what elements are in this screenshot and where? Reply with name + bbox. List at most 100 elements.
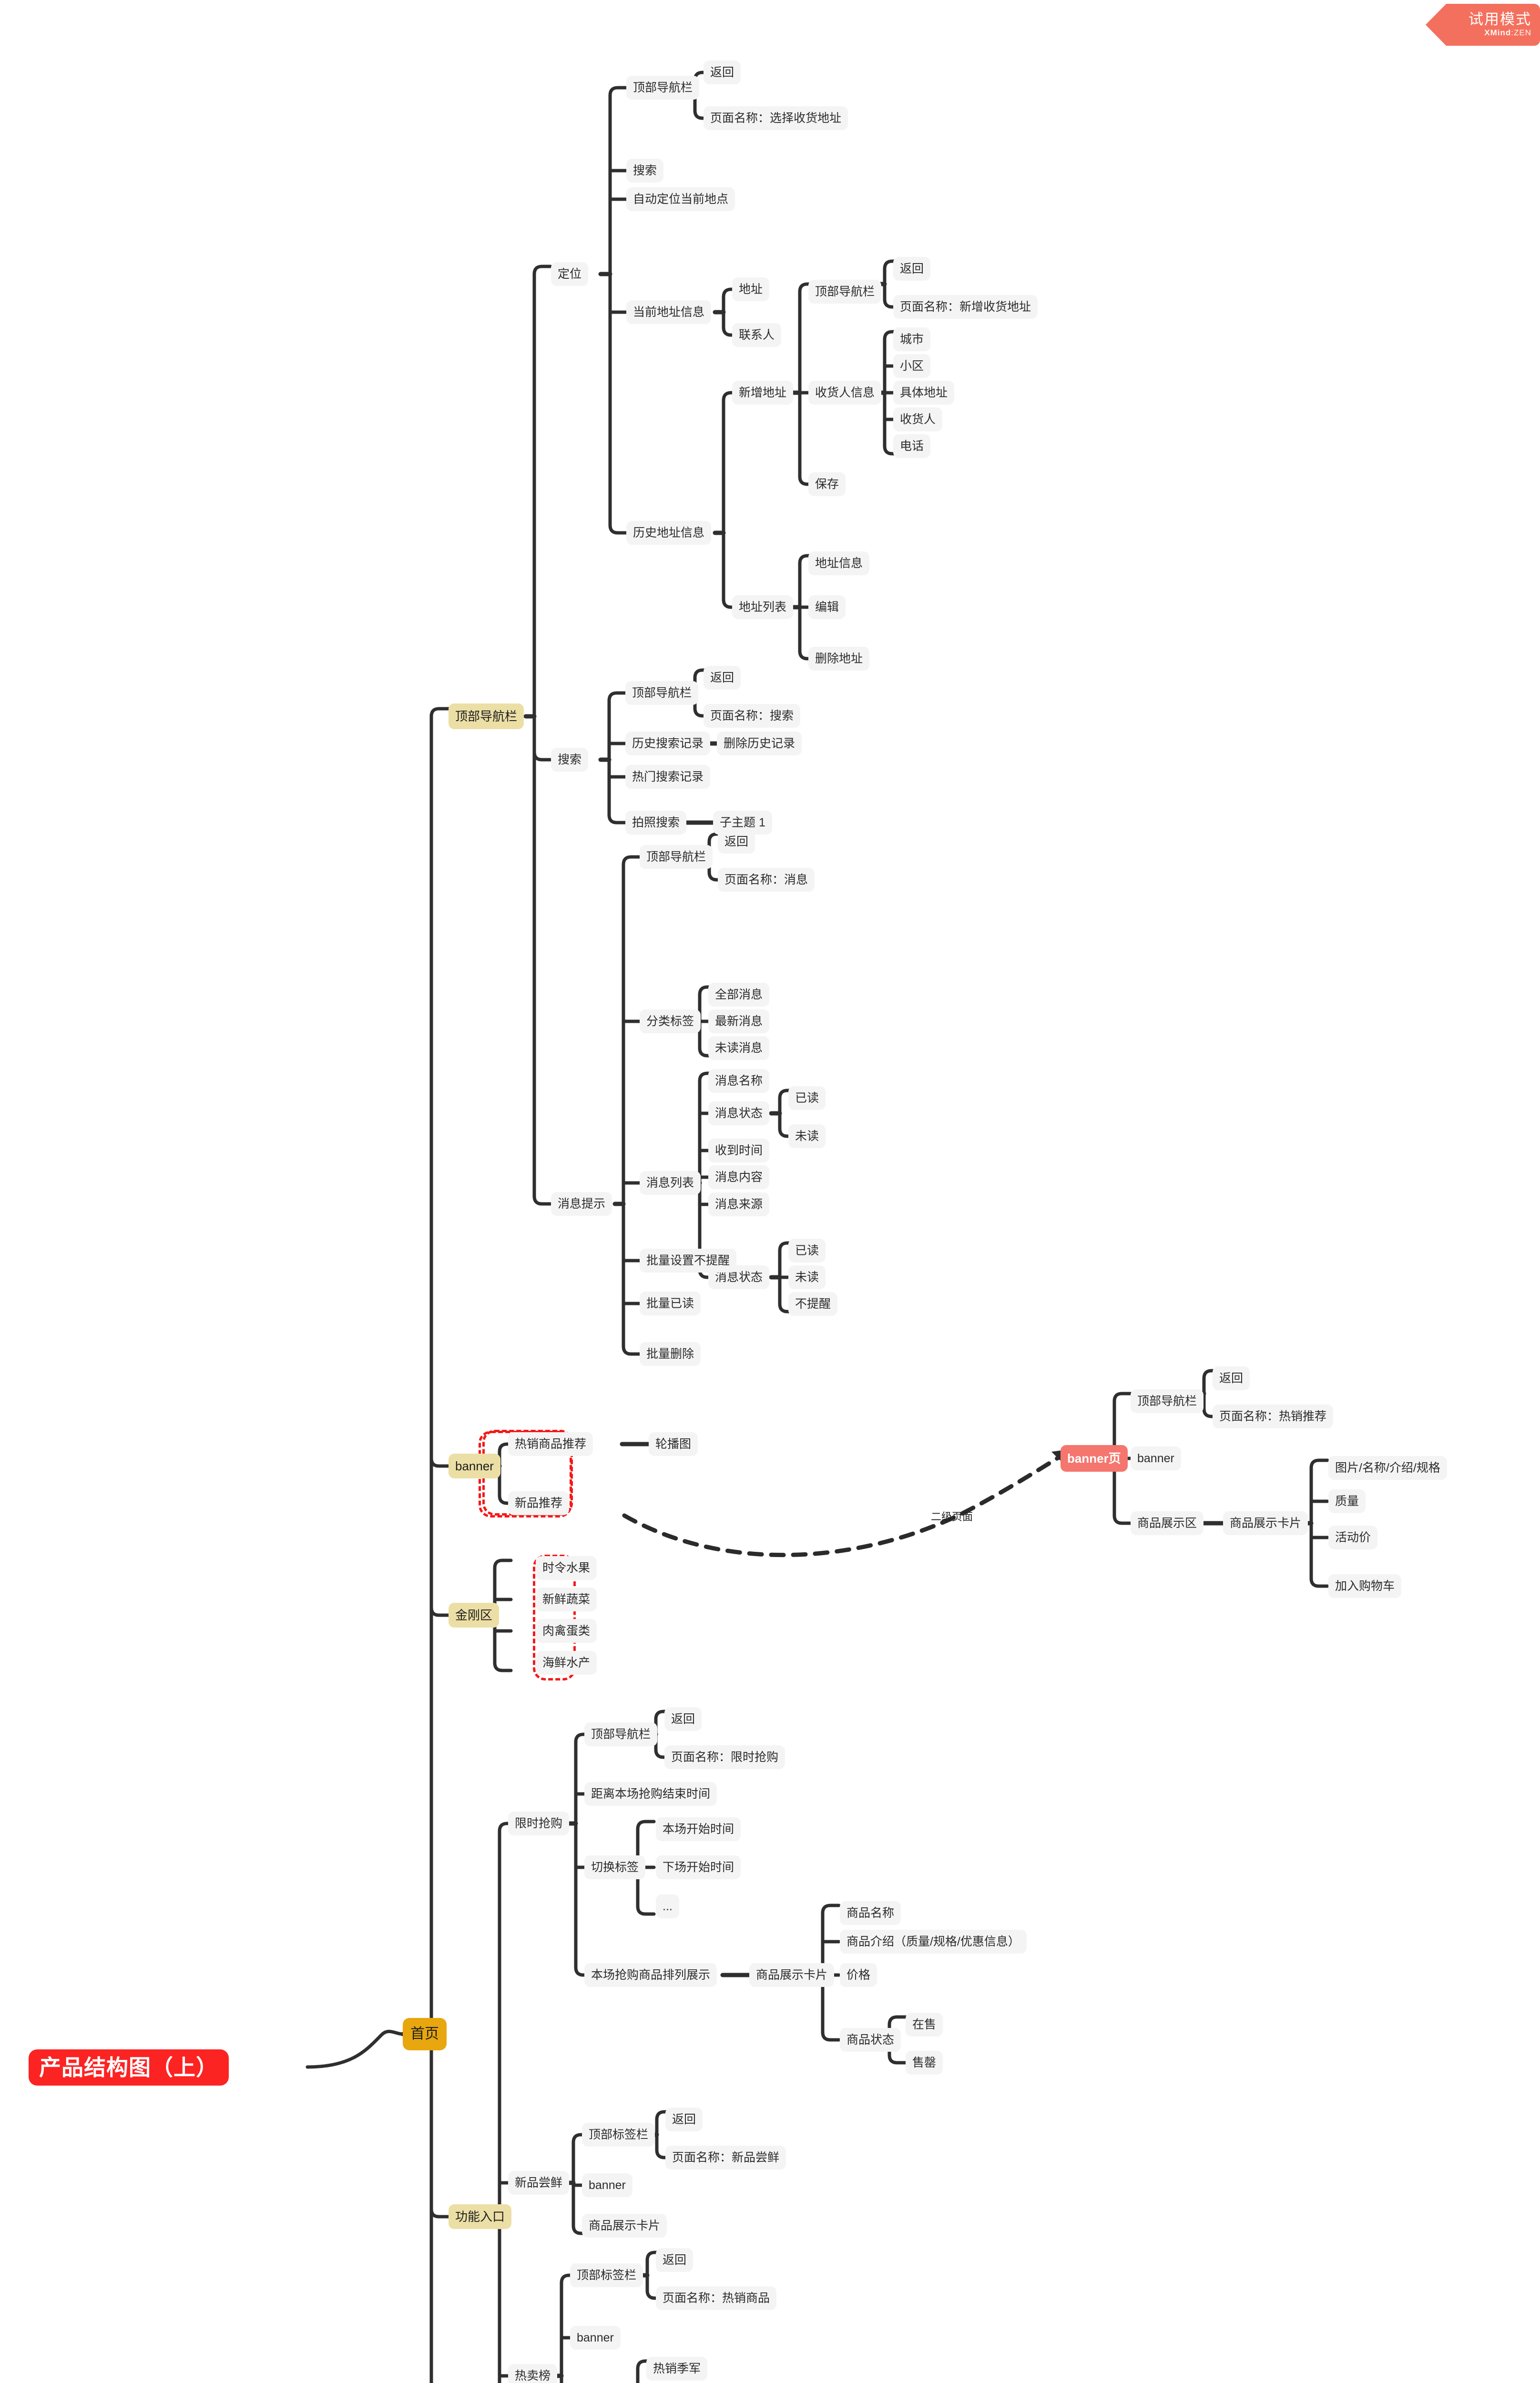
node-flash-goods-card[interactable]: 商品展示卡片 xyxy=(749,1963,835,1987)
node-flash-card-onsale[interactable]: 在售 xyxy=(906,2013,943,2037)
node-message-batch-delete[interactable]: 批量删除 xyxy=(640,1342,701,1366)
node-search-history-delete[interactable]: 删除历史记录 xyxy=(717,732,802,755)
node-nt-nav-back[interactable]: 返回 xyxy=(665,2108,703,2131)
node-flash-card-state[interactable]: 商品状态 xyxy=(840,2028,901,2052)
node-flash-nav-back[interactable]: 返回 xyxy=(664,1707,702,1731)
node-locate-current-contact[interactable]: 联系人 xyxy=(732,323,782,347)
node-add-nav-page[interactable]: 页面名称：新增收货地址 xyxy=(893,295,1038,319)
node-address-list[interactable]: 地址列表 xyxy=(732,595,794,619)
node-message-state-a-unread[interactable]: 未读 xyxy=(788,1124,826,1148)
node-flash-tabs[interactable]: 切换标签 xyxy=(584,1855,646,1879)
node-bp-goods-zone[interactable]: 商品展示区 xyxy=(1131,1511,1204,1535)
node-flash-card-name[interactable]: 商品名称 xyxy=(840,1901,901,1925)
node-flash-tab-more[interactable]: ... xyxy=(656,1894,679,1918)
node-add-nav-back[interactable]: 返回 xyxy=(893,257,931,281)
node-function-entry[interactable]: 功能入口 xyxy=(449,2204,512,2229)
node-flash-card-price[interactable]: 价格 xyxy=(840,1963,877,1987)
node-add-save[interactable]: 保存 xyxy=(808,472,846,496)
node-message-content[interactable]: 消息内容 xyxy=(708,1165,770,1189)
node-add-address[interactable]: 新增地址 xyxy=(732,381,794,405)
node-search-nav[interactable]: 顶部导航栏 xyxy=(625,681,699,705)
node-king-fruit[interactable]: 时令水果 xyxy=(536,1556,597,1580)
root-node[interactable]: 产品结构图（上） xyxy=(29,2049,229,2086)
node-banner[interactable]: banner xyxy=(449,1454,500,1478)
node-nav-top[interactable]: 顶部导航栏 xyxy=(449,703,524,729)
node-bp-card-price[interactable]: 活动价 xyxy=(1328,1526,1378,1549)
node-flash-countdown[interactable]: 距离本场抢购结束时间 xyxy=(584,1782,717,1806)
node-message-tabs[interactable]: 分类标签 xyxy=(640,1009,701,1033)
node-add-nav[interactable]: 顶部导航栏 xyxy=(808,280,882,304)
node-message-batch-mute[interactable]: 批量设置不提醒 xyxy=(640,1249,737,1273)
node-receiver-person[interactable]: 收货人 xyxy=(893,407,943,431)
node-receiver-community[interactable]: 小区 xyxy=(893,354,931,378)
node-banner-new-recommend[interactable]: 新品推荐 xyxy=(508,1491,570,1515)
node-locate-nav-back[interactable]: 返回 xyxy=(704,61,741,84)
node-message-nav[interactable]: 顶部导航栏 xyxy=(640,845,713,869)
node-search-hot[interactable]: 热门搜索记录 xyxy=(625,765,711,789)
node-banner-page[interactable]: banner页 xyxy=(1061,1445,1128,1472)
node-message-state-a[interactable]: 消息状态 xyxy=(708,1101,770,1125)
node-locate[interactable]: 定位 xyxy=(551,262,589,286)
node-locate-nav-page[interactable]: 页面名称：选择收货地址 xyxy=(704,106,848,130)
node-search-nav-back[interactable]: 返回 xyxy=(704,666,741,690)
node-flash-sale[interactable]: 限时抢购 xyxy=(508,1812,570,1835)
node-bp-goods-card[interactable]: 商品展示卡片 xyxy=(1223,1511,1308,1535)
node-receiver-phone[interactable]: 电话 xyxy=(893,434,931,458)
node-flash-card-intro[interactable]: 商品介绍（质量/规格/优惠信息） xyxy=(840,1930,1027,1954)
node-nt-banner[interactable]: banner xyxy=(582,2173,632,2197)
node-flash-nav[interactable]: 顶部导航栏 xyxy=(584,1722,658,1746)
node-search-history[interactable]: 历史搜索记录 xyxy=(625,732,711,755)
node-king-vegetable[interactable]: 新鲜蔬菜 xyxy=(536,1588,597,1611)
node-bp-nav-back[interactable]: 返回 xyxy=(1213,1366,1250,1390)
node-nt-nav[interactable]: 顶部标签栏 xyxy=(582,2123,655,2147)
node-nt-nav-page[interactable]: 页面名称：新品尝鲜 xyxy=(665,2146,786,2169)
node-message-state-a-read[interactable]: 已读 xyxy=(788,1086,826,1110)
node-hl-nav-page[interactable]: 页面名称：热销商品 xyxy=(656,2286,777,2310)
node-message-tab-unread[interactable]: 未读消息 xyxy=(708,1036,770,1060)
node-receiver-city[interactable]: 城市 xyxy=(893,327,931,351)
node-flash-goods-list[interactable]: 本场抢购商品排列展示 xyxy=(584,1963,717,1987)
node-banner-hot-recommend[interactable]: 热销商品推荐 xyxy=(508,1432,593,1456)
node-bp-card-quality[interactable]: 质量 xyxy=(1328,1489,1366,1513)
node-message-tab-new[interactable]: 最新消息 xyxy=(708,1009,770,1033)
node-search-photo[interactable]: 拍照搜索 xyxy=(625,811,687,835)
node-bp-nav-page[interactable]: 页面名称：热销推荐 xyxy=(1213,1405,1334,1428)
node-king-meat[interactable]: 肉禽蛋类 xyxy=(536,1619,597,1643)
node-history-address[interactable]: 历史地址信息 xyxy=(626,521,712,545)
node-locate-current-address[interactable]: 地址 xyxy=(732,277,770,301)
node-message-state-b-unread[interactable]: 未读 xyxy=(788,1265,826,1289)
node-message-tip[interactable]: 消息提示 xyxy=(551,1192,612,1216)
node-message-name[interactable]: 消息名称 xyxy=(708,1069,770,1093)
node-new-taste[interactable]: 新品尝鲜 xyxy=(508,2171,570,2195)
node-hot-list[interactable]: 热卖榜 xyxy=(508,2364,558,2383)
node-message-tab-all[interactable]: 全部消息 xyxy=(708,983,770,1007)
node-hl-nav[interactable]: 顶部标签栏 xyxy=(570,2263,643,2287)
node-receiver-detail[interactable]: 具体地址 xyxy=(893,381,955,405)
node-home[interactable]: 首页 xyxy=(403,2018,447,2050)
node-hl-nav-back[interactable]: 返回 xyxy=(656,2248,694,2272)
node-message-nav-page[interactable]: 页面名称：消息 xyxy=(718,868,815,892)
node-hl-tab-champion[interactable]: 热销季军 xyxy=(646,2357,708,2381)
node-nt-goods-card[interactable]: 商品展示卡片 xyxy=(582,2214,667,2238)
node-bp-card-add-cart[interactable]: 加入购物车 xyxy=(1328,1574,1402,1598)
node-king-seafood[interactable]: 海鲜水产 xyxy=(536,1651,597,1675)
node-locate-current-info[interactable]: 当前地址信息 xyxy=(626,300,712,324)
node-locate-auto[interactable]: 自动定位当前地点 xyxy=(626,187,735,211)
node-king-zone[interactable]: 金刚区 xyxy=(449,1603,500,1628)
node-receiver-info[interactable]: 收货人信息 xyxy=(808,381,882,405)
node-message-state-b-read[interactable]: 已读 xyxy=(788,1239,826,1263)
node-bp-banner[interactable]: banner xyxy=(1131,1446,1181,1470)
node-bp-nav[interactable]: 顶部导航栏 xyxy=(1131,1389,1204,1413)
node-hl-banner[interactable]: banner xyxy=(570,2326,621,2350)
node-message-batch-read[interactable]: 批量已读 xyxy=(640,1292,701,1315)
node-message-received-time[interactable]: 收到时间 xyxy=(708,1139,770,1162)
node-address-list-info[interactable]: 地址信息 xyxy=(808,551,870,575)
node-message-state-b-mute[interactable]: 不提醒 xyxy=(788,1292,838,1316)
node-flash-nav-page[interactable]: 页面名称：限时抢购 xyxy=(664,1745,785,1769)
node-banner-carousel[interactable]: 轮播图 xyxy=(649,1432,698,1456)
node-address-list-edit[interactable]: 编辑 xyxy=(808,595,846,619)
node-message-list[interactable]: 消息列表 xyxy=(640,1171,701,1195)
node-address-list-delete[interactable]: 删除地址 xyxy=(808,647,870,671)
node-locate-nav[interactable]: 顶部导航栏 xyxy=(626,76,700,100)
node-flash-tab-current[interactable]: 本场开始时间 xyxy=(656,1817,741,1841)
